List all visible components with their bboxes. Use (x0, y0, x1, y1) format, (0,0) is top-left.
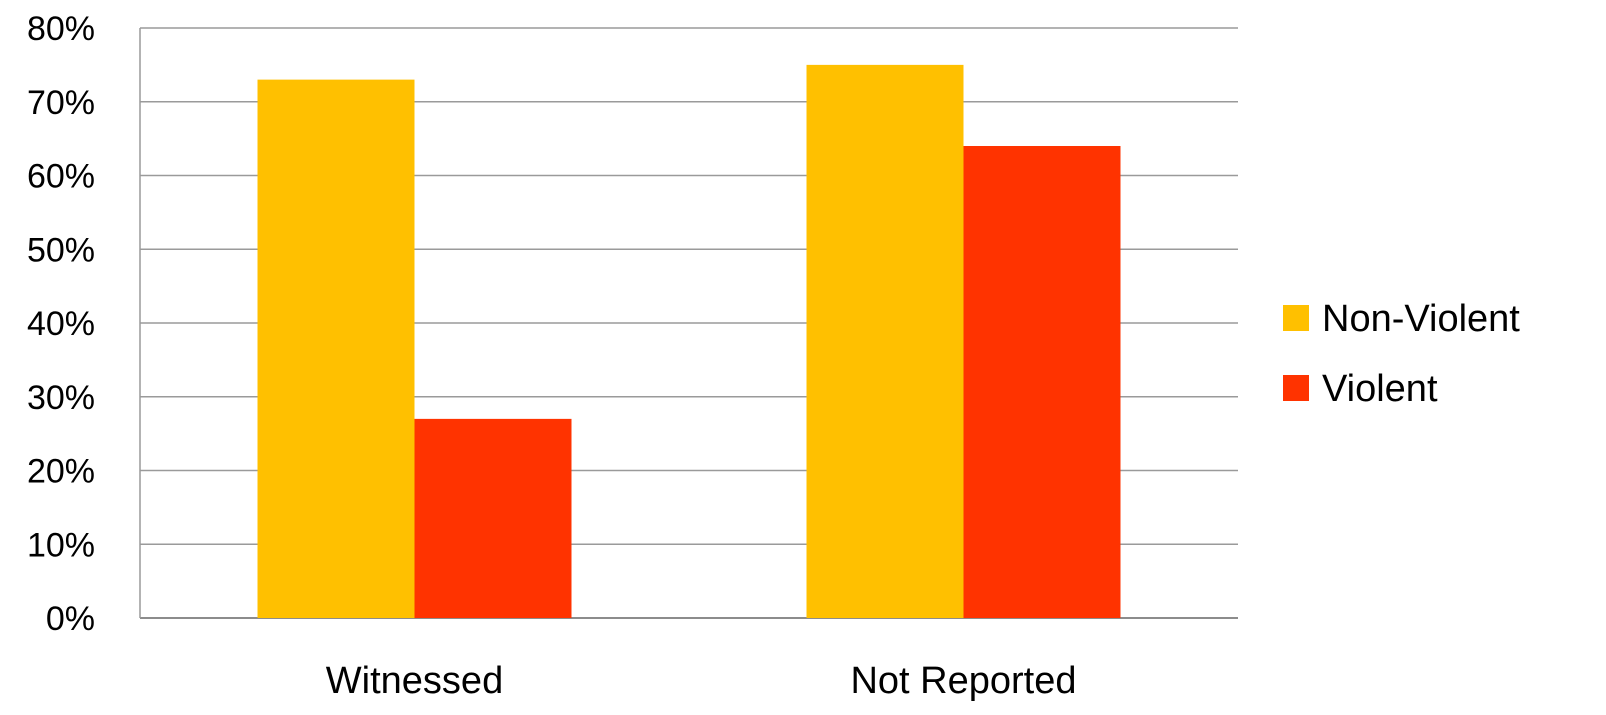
y-tick-label: 40% (27, 305, 95, 343)
y-tick-label: 60% (27, 158, 95, 196)
y-tick-label: 50% (27, 231, 95, 269)
legend-swatch (1283, 375, 1309, 401)
y-tick-label: 70% (27, 84, 95, 122)
legend-label: Violent (1322, 368, 1438, 410)
legend-swatch (1283, 305, 1309, 331)
legend-label: Non-Violent (1322, 298, 1520, 340)
y-tick-label: 80% (27, 10, 95, 48)
x-category-label: Witnessed (326, 660, 503, 702)
bars (258, 65, 1121, 618)
x-category-label: Not Reported (850, 660, 1076, 702)
y-tick-label: 10% (27, 526, 95, 564)
y-tick-label: 20% (27, 453, 95, 491)
bar-violent-witnessed (415, 419, 572, 618)
bar-non-violent-witnessed (258, 80, 415, 618)
y-axis-tick-labels: 0% 10% 20% 30% 40% 50% 60% 70% 80% (27, 10, 95, 638)
y-tick-label: 0% (46, 600, 95, 638)
bar-non-violent-not-reported (807, 65, 964, 618)
x-axis-category-labels: Witnessed Not Reported (326, 660, 1077, 702)
bar-violent-not-reported (964, 146, 1121, 618)
legend: Non-Violent Violent (1283, 298, 1520, 410)
y-tick-label: 30% (27, 379, 95, 417)
